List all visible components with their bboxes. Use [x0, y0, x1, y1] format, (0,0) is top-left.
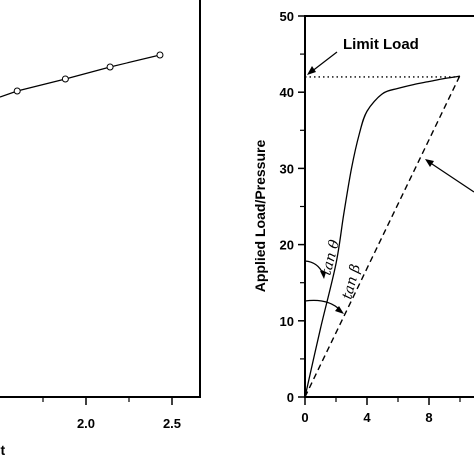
left-series-group: [0, 51, 164, 98]
limit-load-arrowhead: [307, 66, 316, 75]
right-y-tick-label: 40: [280, 85, 294, 100]
left-panel: 2.0 2.5 nt: [0, 0, 201, 458]
right-y-tick-label: 20: [280, 238, 294, 253]
left-series-line: [0, 54, 161, 98]
left-x-tick-label: 2.0: [77, 416, 95, 431]
left-series-point: [61, 75, 69, 83]
beta-arc-head: [335, 306, 344, 314]
dashed-line-pointer-head: [425, 159, 434, 167]
right-x-tick-label: 4: [363, 410, 371, 425]
right-y-tick-label: 50: [280, 9, 294, 24]
left-series-point: [106, 63, 114, 71]
left-x-ticks: 2.0 2.5: [42, 397, 181, 431]
limit-load-arrow: [310, 51, 338, 73]
load-curve: [304, 75, 461, 398]
left-x-tick-label: 2.5: [163, 416, 181, 431]
right-y-tick-label: 10: [280, 314, 294, 329]
right-panel: 0 10 20 30 40 50 0 4 8 Applied Load/Pressure Lim…: [252, 9, 474, 425]
left-series-point: [13, 87, 21, 95]
right-y-tick-label: 30: [280, 161, 294, 176]
right-x-tick-label: 0: [301, 410, 308, 425]
secant-dashed-line: [304, 75, 461, 398]
right-y-tick-label: 0: [287, 390, 294, 405]
right-x-tick-label: 8: [425, 410, 432, 425]
limit-load-label: Limit Load: [343, 36, 419, 53]
left-x-axis-title: nt: [0, 442, 6, 458]
right-y-axis-title: Applied Load/Pressure: [252, 140, 268, 293]
tan-theta-label: tan θ: [318, 238, 343, 277]
beta-arc: [304, 299, 341, 311]
right-series-group: [304, 75, 461, 398]
tan-beta-label: tan β: [339, 263, 364, 301]
dashed-line-pointer: [428, 161, 474, 193]
right-ticks: 0 10 20 30 40 50 0 4 8: [280, 9, 461, 425]
left-series-point: [156, 51, 164, 59]
theta-arc-head: [320, 271, 326, 279]
